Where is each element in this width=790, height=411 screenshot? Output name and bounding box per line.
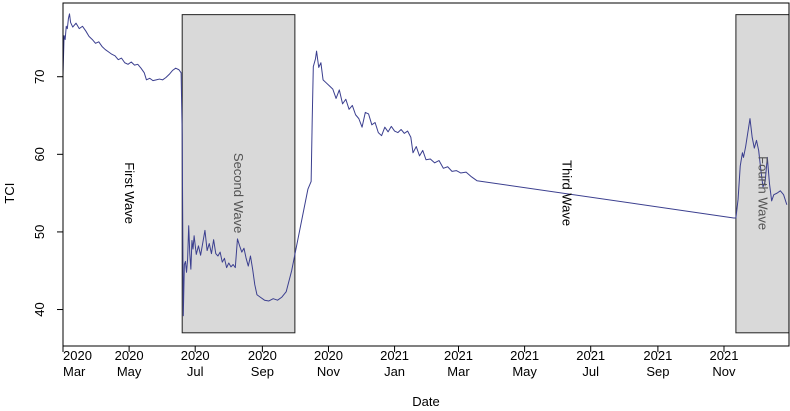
x-tick-month: Mar <box>63 364 86 379</box>
wave-label-2: Second Wave <box>231 153 246 233</box>
x-tick-year: 2021 <box>710 348 739 363</box>
x-tick-month: Mar <box>447 364 470 379</box>
plot-frame <box>62 2 790 347</box>
y-tick-label: 40 <box>32 302 47 316</box>
x-tick-year: 2021 <box>576 348 605 363</box>
y-tick-label: 60 <box>32 147 47 161</box>
y-tick-label: 70 <box>32 69 47 83</box>
x-tick-year: 2020 <box>248 348 277 363</box>
x-tick-month: Sep <box>251 364 274 379</box>
x-tick-year: 2020 <box>63 348 92 363</box>
wave-label-3: Third Wave <box>560 160 575 226</box>
y-tick-label: 50 <box>32 225 47 239</box>
x-tick-month: Jul <box>187 364 204 379</box>
wave-labels: First Wave Second Wave Third Wave Fourth Wa… <box>122 153 771 233</box>
x-tick-month: May <box>512 364 537 379</box>
x-tick-year: 2021 <box>510 348 539 363</box>
x-tick-year: 2021 <box>643 348 672 363</box>
x-tick-month: Nov <box>712 364 736 379</box>
wave-region-2 <box>181 14 296 334</box>
wave-region-4 <box>735 14 790 334</box>
y-axis: 40 50 60 70 <box>32 69 63 317</box>
x-tick-year: 2021 <box>380 348 409 363</box>
wave-label-4: Fourth Wave <box>756 156 771 230</box>
tci-series-line <box>62 13 788 317</box>
y-axis-title: TCI <box>2 183 17 204</box>
x-tick-month: Jan <box>384 364 405 379</box>
x-tick-year: 2020 <box>115 348 144 363</box>
x-axis: 2020Mar2020May2020Jul2020Sep2020Nov2021J… <box>62 346 739 379</box>
x-tick-year: 2020 <box>314 348 343 363</box>
wave-shading-layer <box>181 14 790 334</box>
wave-label-1: First Wave <box>122 162 137 224</box>
x-tick-year: 2020 <box>181 348 210 363</box>
x-tick-month: Jul <box>582 364 599 379</box>
x-axis-title: Date <box>412 394 439 409</box>
x-tick-month: May <box>117 364 142 379</box>
x-tick-year: 2021 <box>444 348 473 363</box>
x-tick-month: Nov <box>317 364 341 379</box>
x-tick-month: Sep <box>646 364 669 379</box>
